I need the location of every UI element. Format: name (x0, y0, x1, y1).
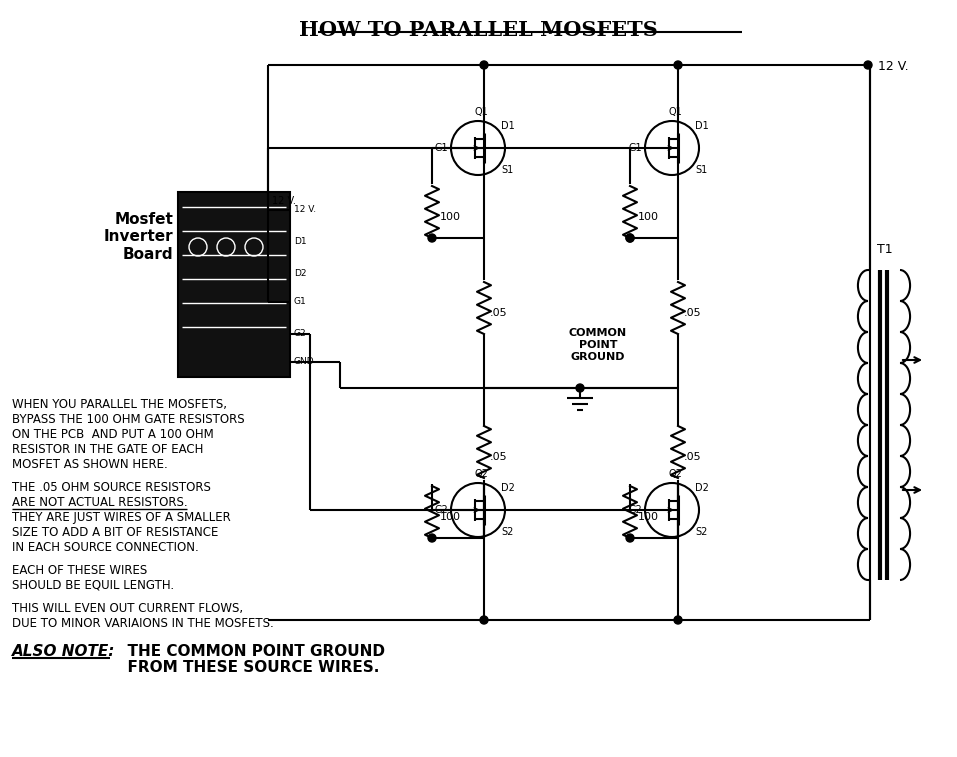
Text: THE .05 OHM SOURCE RESISTORS: THE .05 OHM SOURCE RESISTORS (12, 481, 211, 494)
Circle shape (480, 616, 488, 624)
Text: IN EACH SOURCE CONNECTION.: IN EACH SOURCE CONNECTION. (12, 541, 199, 554)
Text: .05: .05 (490, 452, 507, 462)
Text: S1: S1 (501, 165, 513, 175)
Text: G2: G2 (294, 329, 306, 338)
Text: MOSFET AS SHOWN HERE.: MOSFET AS SHOWN HERE. (12, 458, 167, 471)
Circle shape (674, 616, 682, 624)
Text: COMMON
POINT
GROUND: COMMON POINT GROUND (569, 329, 627, 362)
Bar (178, 192, 290, 377)
Text: 12 V.: 12 V. (272, 196, 296, 206)
Circle shape (626, 234, 634, 242)
Text: Q2: Q2 (474, 469, 488, 479)
Circle shape (576, 384, 584, 392)
Text: S1: S1 (695, 165, 707, 175)
Text: G1: G1 (294, 298, 307, 307)
Text: SHOULD BE EQUIL LENGTH.: SHOULD BE EQUIL LENGTH. (12, 579, 174, 592)
Circle shape (626, 234, 634, 242)
Text: 100: 100 (440, 212, 461, 222)
Text: D2: D2 (695, 483, 709, 493)
Text: D1: D1 (501, 121, 515, 131)
Text: BYPASS THE 100 OHM GATE RESISTORS: BYPASS THE 100 OHM GATE RESISTORS (12, 413, 245, 426)
Text: S2: S2 (501, 527, 513, 537)
Text: THE COMMON POINT GROUND: THE COMMON POINT GROUND (117, 644, 385, 659)
Text: 12 V.: 12 V. (294, 205, 316, 214)
Text: D1: D1 (294, 238, 306, 247)
Text: WHEN YOU PARALLEL THE MOSFETS,: WHEN YOU PARALLEL THE MOSFETS, (12, 398, 227, 411)
Circle shape (674, 61, 682, 69)
Text: D2: D2 (501, 483, 515, 493)
Text: Q1: Q1 (474, 107, 488, 117)
Text: THEY ARE JUST WIRES OF A SMALLER: THEY ARE JUST WIRES OF A SMALLER (12, 511, 231, 524)
Circle shape (626, 534, 634, 542)
Text: G1: G1 (434, 143, 448, 153)
Text: HOW TO PARALLEL MOSFETS: HOW TO PARALLEL MOSFETS (299, 20, 657, 40)
Text: FROM THESE SOURCE WIRES.: FROM THESE SOURCE WIRES. (117, 660, 379, 675)
Text: T1: T1 (878, 243, 893, 256)
Text: 12 V.: 12 V. (878, 60, 908, 73)
Circle shape (864, 61, 872, 69)
Text: SIZE TO ADD A BIT OF RESISTANCE: SIZE TO ADD A BIT OF RESISTANCE (12, 526, 218, 539)
Text: D2: D2 (294, 269, 306, 279)
Text: GND: GND (294, 357, 315, 366)
Text: 100: 100 (440, 512, 461, 522)
Text: 100: 100 (638, 212, 659, 222)
Text: .05: .05 (684, 308, 701, 318)
Text: THIS WILL EVEN OUT CURRENT FLOWS,: THIS WILL EVEN OUT CURRENT FLOWS, (12, 602, 243, 615)
Text: DUE TO MINOR VARIAIONS IN THE MOSFETS.: DUE TO MINOR VARIAIONS IN THE MOSFETS. (12, 617, 274, 630)
Text: G2: G2 (434, 505, 448, 515)
Text: ARE NOT ACTUAL RESISTORS.: ARE NOT ACTUAL RESISTORS. (12, 496, 188, 509)
Text: EACH OF THESE WIRES: EACH OF THESE WIRES (12, 564, 147, 577)
Text: 100: 100 (638, 512, 659, 522)
Text: .05: .05 (684, 452, 701, 462)
Text: S2: S2 (695, 527, 707, 537)
Text: D1: D1 (695, 121, 709, 131)
Text: Q1: Q1 (668, 107, 682, 117)
Text: Q2: Q2 (668, 469, 682, 479)
Text: .05: .05 (490, 308, 507, 318)
Text: RESISTOR IN THE GATE OF EACH: RESISTOR IN THE GATE OF EACH (12, 443, 204, 456)
Circle shape (428, 234, 436, 242)
Text: G2: G2 (628, 505, 642, 515)
Circle shape (428, 534, 436, 542)
Circle shape (480, 61, 488, 69)
Text: Mosfet
Inverter
Board: Mosfet Inverter Board (103, 212, 173, 262)
Text: G1: G1 (629, 143, 642, 153)
Text: ALSO NOTE:: ALSO NOTE: (12, 644, 116, 659)
Text: ON THE PCB  AND PUT A 100 OHM: ON THE PCB AND PUT A 100 OHM (12, 428, 213, 441)
